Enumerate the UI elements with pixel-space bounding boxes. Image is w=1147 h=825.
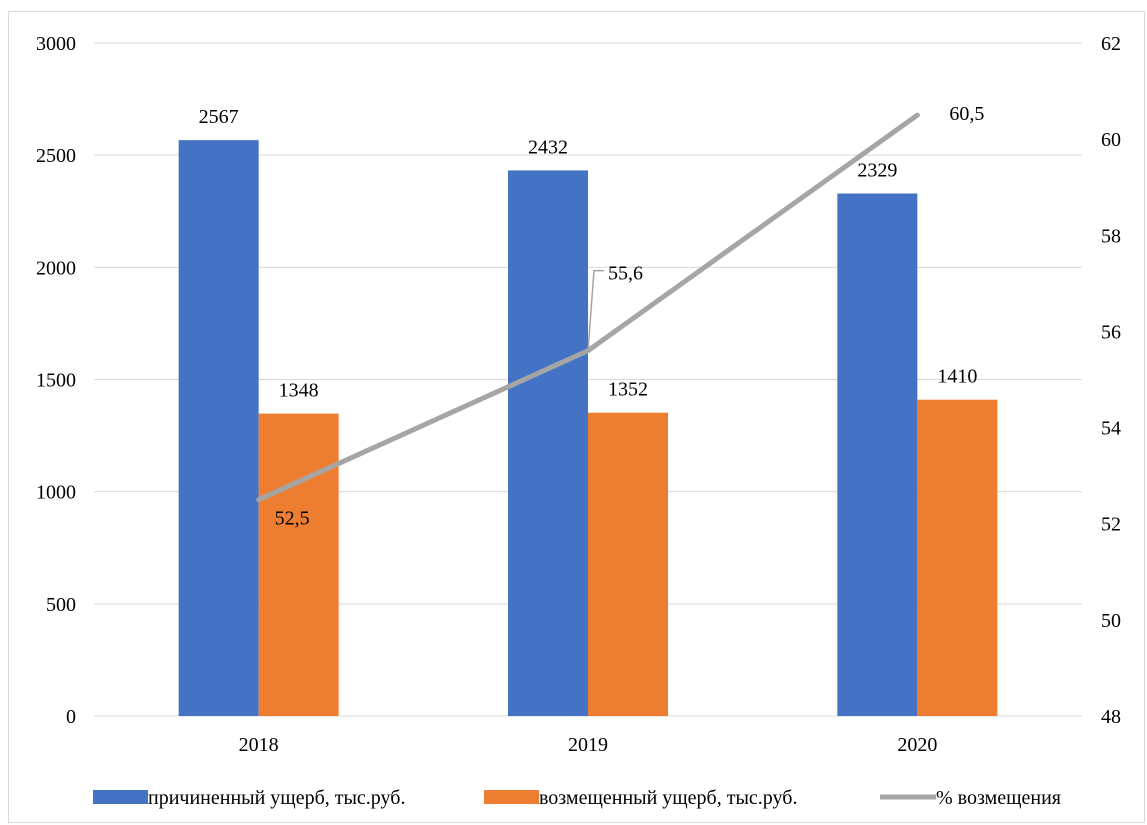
bar-compensated (258, 413, 339, 716)
percent-value-label: 52,5 (275, 508, 310, 530)
data-labels: 2567 1348 2432 1352 2329 1410 52,5 55,6 60,5 (199, 103, 985, 530)
bar-value-label: 1352 (608, 379, 648, 401)
left-tick-label: 1000 (36, 482, 76, 504)
bar-value-label: 1348 (279, 380, 319, 402)
category-label: 2018 (239, 734, 279, 756)
chart-frame (8, 11, 1145, 823)
category-label: 2019 (568, 734, 608, 756)
bar-damage (508, 170, 588, 716)
right-tick-label: 48 (1101, 706, 1121, 728)
legend-swatch-bar (93, 790, 148, 804)
right-tick-label: 56 (1101, 321, 1121, 343)
left-tick-label: 0 (66, 706, 76, 728)
legend-swatch-bar (484, 790, 539, 804)
legend-label: причиненный ущерб, тыс.руб. (148, 787, 405, 809)
bar-compensated (588, 412, 668, 716)
right-tick-label: 62 (1101, 33, 1121, 55)
category-labels: 2018 2019 2020 (239, 734, 938, 756)
right-tick-label: 60 (1101, 129, 1121, 151)
legend: причиненный ущерб, тыс.руб. возмещенный у… (93, 787, 1061, 809)
left-tick-label: 500 (46, 594, 76, 616)
label-leader-line (587, 269, 604, 351)
bar-damage (178, 140, 259, 716)
left-tick-label: 2500 (36, 145, 76, 167)
right-tick-label: 52 (1101, 514, 1121, 536)
bar-value-label: 2432 (528, 136, 568, 158)
bar-value-label: 2329 (857, 160, 897, 182)
right-tick-label: 54 (1101, 418, 1121, 440)
bar-value-label: 2567 (199, 106, 239, 128)
bar-compensated (917, 399, 998, 716)
bars (178, 140, 998, 717)
percent-value-label: 60,5 (949, 103, 984, 125)
percent-line (256, 112, 920, 503)
left-tick-label: 2000 (36, 257, 76, 279)
bar-value-label: 1410 (937, 366, 977, 388)
legend-label: возмещенный ущерб, тыс.руб. (539, 787, 797, 809)
percent-value-label: 55,6 (608, 263, 643, 285)
legend-label: % возмещения (936, 787, 1061, 809)
category-label: 2020 (897, 734, 937, 756)
right-tick-label: 58 (1101, 225, 1121, 247)
right-axis-ticks: 48 50 52 54 56 58 60 62 (1101, 33, 1121, 728)
left-tick-label: 1500 (36, 370, 76, 392)
left-tick-label: 3000 (36, 33, 76, 55)
bar-damage (837, 193, 918, 717)
right-tick-label: 50 (1101, 610, 1121, 632)
left-axis-ticks: 0 500 1000 1500 2000 2500 3000 (36, 33, 76, 728)
